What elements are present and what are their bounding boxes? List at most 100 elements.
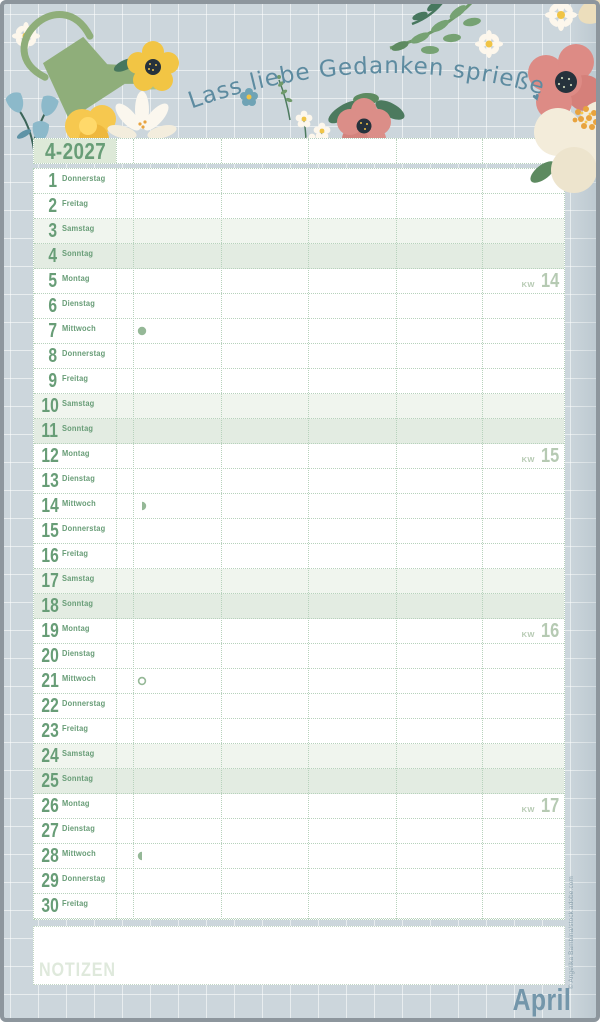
day-row-8[interactable]: 8 Donnerstag (34, 344, 564, 369)
day-row-13[interactable]: 13 Dienstag (34, 469, 564, 494)
day-number: 5 (48, 270, 57, 292)
last-quarter-icon (137, 848, 147, 861)
day-number: 1 (48, 170, 57, 192)
day-name: Donnerstag (62, 523, 106, 533)
day-row-22[interactable]: 22 Donnerstag (34, 694, 564, 719)
day-number: 29 (41, 870, 59, 892)
day-name: Donnerstag (62, 173, 106, 183)
column-divider (396, 169, 397, 919)
day-name: Sonntag (62, 598, 94, 608)
column-divider (133, 139, 134, 163)
day-row-5[interactable]: 5 Montag KW 14 (34, 269, 564, 294)
day-name: Montag (62, 273, 90, 283)
day-row-11[interactable]: 11 Sonntag (34, 419, 564, 444)
day-row-3[interactable]: 3 Samstag (34, 219, 564, 244)
day-name: Samstag (62, 398, 95, 408)
day-row-1[interactable]: 1 Donnerstag (34, 169, 564, 194)
day-name: Donnerstag (62, 698, 106, 708)
day-row-14[interactable]: 14 Mittwoch (34, 494, 564, 519)
sprig-icon (277, 75, 293, 121)
day-row-29[interactable]: 29 Donnerstag (34, 869, 564, 894)
day-name: Sonntag (62, 773, 94, 783)
column-divider (396, 139, 397, 163)
day-name: Donnerstag (62, 873, 106, 883)
poppy-icon (528, 44, 600, 120)
day-row-2[interactable]: 2 Freitag (34, 194, 564, 219)
day-name: Mittwoch (62, 498, 96, 508)
day-row-21[interactable]: 21 Mittwoch (34, 669, 564, 694)
day-row-9[interactable]: 9 Freitag (34, 369, 564, 394)
kw-number: 15 (540, 445, 559, 467)
day-number: 2 (48, 195, 57, 217)
day-row-7[interactable]: 7 Mittwoch (34, 319, 564, 344)
calendar-week-badge: KW 15 (522, 446, 559, 466)
day-row-25[interactable]: 25 Sonntag (34, 769, 564, 794)
day-number: 21 (41, 670, 59, 692)
day-number: 4 (48, 245, 57, 267)
day-number: 13 (41, 470, 59, 492)
day-number: 16 (41, 545, 59, 567)
day-row-6[interactable]: 6 Dienstag (34, 294, 564, 319)
day-number: 12 (41, 445, 59, 467)
day-row-12[interactable]: 12 Montag KW 15 (34, 444, 564, 469)
header-tagline: Lass liebe Gedanken sprießen (0, 0, 548, 114)
day-row-18[interactable]: 18 Sonntag (34, 594, 564, 619)
day-row-16[interactable]: 16 Freitag (34, 544, 564, 569)
day-row-24[interactable]: 24 Samstag (34, 744, 564, 769)
day-name: Sonntag (62, 248, 94, 258)
column-divider (482, 139, 483, 163)
day-row-26[interactable]: 26 Montag KW 17 (34, 794, 564, 819)
day-row-23[interactable]: 23 Freitag (34, 719, 564, 744)
calendar-week-badge: KW 16 (522, 621, 559, 641)
day-row-27[interactable]: 27 Dienstag (34, 819, 564, 844)
day-row-20[interactable]: 20 Dienstag (34, 644, 564, 669)
day-row-17[interactable]: 17 Samstag (34, 569, 564, 594)
day-number: 6 (48, 295, 57, 317)
day-row-4[interactable]: 4 Sonntag (34, 244, 564, 269)
column-divider (482, 169, 483, 919)
yellow-flower-icon (113, 41, 179, 91)
kw-number: 14 (540, 270, 559, 292)
day-name: Samstag (62, 573, 95, 583)
column-divider (116, 139, 117, 163)
day-number: 10 (41, 395, 59, 417)
leaf-branch-icon (389, 0, 481, 54)
day-name: Dienstag (62, 298, 95, 308)
day-name: Freitag (62, 373, 89, 383)
kw-prefix: KW (521, 630, 535, 639)
day-number: 7 (48, 320, 57, 342)
day-number: 20 (41, 645, 59, 667)
day-row-28[interactable]: 28 Mittwoch (34, 844, 564, 869)
day-row-15[interactable]: 15 Donnerstag (34, 519, 564, 544)
column-divider (308, 169, 309, 919)
kw-number: 17 (540, 795, 559, 817)
day-name: Freitag (62, 723, 89, 733)
column-divider (221, 169, 222, 919)
day-number: 8 (48, 345, 57, 367)
day-name: Samstag (62, 748, 95, 758)
calendar-week-badge: KW 17 (522, 796, 559, 816)
day-row-30[interactable]: 30 Freitag (34, 894, 564, 919)
day-row-10[interactable]: 10 Samstag (34, 394, 564, 419)
day-name: Montag (62, 798, 90, 808)
heart-icon: ♥ (531, 89, 542, 105)
kw-prefix: KW (521, 805, 535, 814)
day-number: 14 (41, 495, 59, 517)
column-divider (308, 139, 309, 163)
kw-number: 16 (540, 620, 559, 642)
beige-leaf-icon (578, 0, 600, 24)
day-name: Montag (62, 448, 90, 458)
calendar-title-row: 4-2027 (33, 138, 565, 164)
day-row-19[interactable]: 19 Montag KW 16 (34, 619, 564, 644)
notes-label: NOTIZEN (39, 960, 116, 981)
notes-box[interactable]: NOTIZEN (33, 926, 565, 985)
day-number: 24 (41, 745, 59, 767)
day-number: 11 (41, 420, 58, 442)
day-name: Freitag (62, 898, 89, 908)
day-number: 17 (41, 570, 59, 592)
first-quarter-icon (137, 498, 147, 511)
day-name: Samstag (62, 223, 95, 233)
day-name: Montag (62, 623, 90, 633)
day-name: Mittwoch (62, 673, 96, 683)
